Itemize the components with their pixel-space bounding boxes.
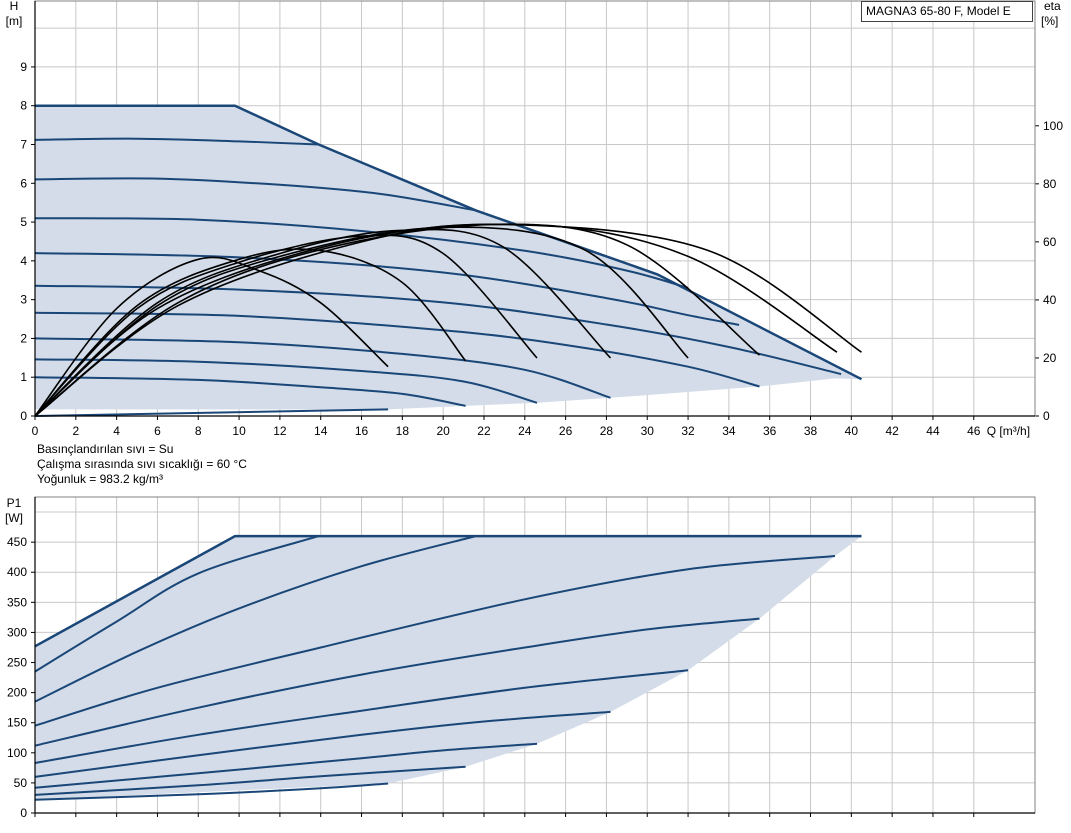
y-tick-label: 400 bbox=[7, 565, 27, 579]
y-tick-label: 8 bbox=[20, 99, 27, 113]
power-curve-3 bbox=[34, 555, 836, 727]
y-tick-label: 2 bbox=[20, 331, 27, 345]
power-curve-9 bbox=[34, 782, 389, 801]
x-tick-label: 32 bbox=[681, 424, 695, 438]
head-curve-1 bbox=[34, 137, 319, 146]
y-tick-label: 350 bbox=[7, 595, 27, 609]
x-tick-label: 42 bbox=[885, 424, 899, 438]
y-axis-unit: [W] bbox=[5, 511, 23, 525]
model-label: MAGNA3 65-80 F, Model E bbox=[861, 1, 1033, 22]
x-tick-label: 40 bbox=[845, 424, 859, 438]
eta-curve-1 bbox=[34, 256, 389, 417]
x-tick-label: 10 bbox=[232, 424, 246, 438]
x-tick-label: 2 bbox=[72, 424, 79, 438]
x-tick-label: 44 bbox=[926, 424, 940, 438]
head-curve-3 bbox=[34, 217, 689, 289]
y2-tick-label: 80 bbox=[1043, 177, 1057, 191]
x-tick-label: 28 bbox=[600, 424, 614, 438]
head-curve-9 bbox=[34, 376, 466, 407]
fluid-text: Basınçlandırılan sıvı = Su bbox=[37, 442, 174, 456]
eta-curve-3 bbox=[34, 234, 538, 417]
y2-axis-unit: [%] bbox=[1041, 14, 1058, 28]
x-tick-label: 20 bbox=[436, 424, 450, 438]
y-tick-label: 300 bbox=[7, 625, 27, 639]
y-axis-unit: [m] bbox=[6, 14, 23, 28]
y-tick-label: 1 bbox=[20, 370, 27, 384]
x-tick-label: 18 bbox=[396, 424, 410, 438]
x-tick-label: 16 bbox=[355, 424, 369, 438]
operating-area bbox=[35, 536, 862, 800]
y-tick-label: 250 bbox=[7, 656, 27, 670]
x-tick-label: 46 bbox=[967, 424, 981, 438]
head-curve-7 bbox=[34, 337, 611, 399]
density-text: Yoğunluk = 983.2 kg/m³ bbox=[37, 472, 163, 486]
x-axis-label: Q [m³/h] bbox=[987, 424, 1030, 438]
temperature-text: Çalışma sırasında sıvı sıcaklığı = 60 °C bbox=[37, 457, 247, 471]
y-tick-label: 4 bbox=[20, 254, 27, 268]
y2-axis-label: eta bbox=[1044, 0, 1061, 13]
eta-curve-5 bbox=[34, 226, 689, 417]
y-tick-label: 0 bbox=[20, 409, 27, 423]
x-tick-label: 22 bbox=[477, 424, 491, 438]
y-axis-label: P1 bbox=[7, 496, 22, 510]
y-tick-label: 3 bbox=[20, 293, 27, 307]
y-tick-label: 6 bbox=[20, 176, 27, 190]
y-tick-label: 150 bbox=[7, 716, 27, 730]
y-axis-label: H bbox=[10, 0, 19, 13]
y-tick-label: 7 bbox=[20, 138, 27, 152]
y2-tick-label: 100 bbox=[1043, 119, 1063, 133]
y-tick-label: 0 bbox=[20, 806, 27, 820]
power-curve-8 bbox=[34, 765, 466, 796]
power-chart: 0 50 100 150 200 250 300 350 400 450 P1[W] bbox=[5, 496, 1036, 820]
eta-curve-6 bbox=[34, 223, 761, 417]
x-tick-label: 14 bbox=[314, 424, 328, 438]
y-tick-label: 450 bbox=[7, 535, 27, 549]
y-tick-label: 5 bbox=[20, 215, 27, 229]
power-curve-2 bbox=[34, 535, 477, 703]
y2-tick-label: 60 bbox=[1043, 235, 1057, 249]
x-tick-label: 12 bbox=[273, 424, 287, 438]
eta-curve-8 bbox=[34, 223, 862, 417]
x-tick-label: 0 bbox=[32, 424, 39, 438]
x-tick-label: 4 bbox=[113, 424, 120, 438]
head-curve-10 bbox=[34, 408, 389, 417]
power-curve-4 bbox=[34, 617, 760, 747]
x-tick-label: 26 bbox=[559, 424, 573, 438]
head-curve-2 bbox=[34, 177, 476, 212]
power-curve-5 bbox=[34, 669, 689, 764]
y-tick-label: 50 bbox=[14, 776, 28, 790]
power-curve-7 bbox=[34, 742, 538, 789]
y-tick-label: 9 bbox=[20, 60, 27, 74]
y-tick-label: 100 bbox=[7, 746, 27, 760]
x-tick-label: 34 bbox=[722, 424, 736, 438]
y2-tick-label: 20 bbox=[1043, 351, 1057, 365]
power-curve-1 bbox=[34, 535, 319, 673]
x-tick-label: 6 bbox=[154, 424, 161, 438]
head-curve-4 bbox=[34, 252, 740, 326]
head-curve-8 bbox=[34, 358, 538, 404]
eta-curve-2 bbox=[34, 248, 467, 417]
x-tick-label: 38 bbox=[804, 424, 818, 438]
y2-tick-label: 0 bbox=[1043, 409, 1050, 423]
x-tick-label: 24 bbox=[518, 424, 532, 438]
eta-curve-4 bbox=[34, 228, 612, 417]
power-curve-6 bbox=[34, 710, 611, 778]
x-tick-label: 8 bbox=[195, 424, 202, 438]
head-curve-6 bbox=[34, 311, 760, 388]
x-tick-label: 30 bbox=[641, 424, 655, 438]
x-tick-label: 36 bbox=[763, 424, 777, 438]
y2-tick-label: 40 bbox=[1043, 293, 1057, 307]
fluid-info: Basınçlandırılan sıvı = Su Çalışma sıras… bbox=[37, 442, 247, 487]
max-curve bbox=[34, 534, 862, 648]
eta-curve-7 bbox=[34, 223, 838, 417]
y-tick-label: 200 bbox=[7, 686, 27, 700]
